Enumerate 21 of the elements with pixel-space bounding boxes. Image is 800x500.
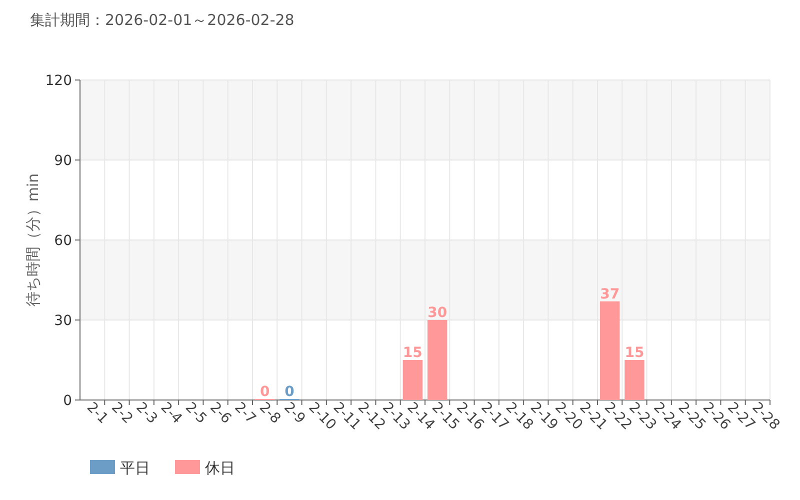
y-tick-label: 120 <box>45 73 72 89</box>
data-label: 0 <box>260 384 270 400</box>
chart-title: 集計期間：2026-02-01～2026-02-28 <box>30 11 294 29</box>
data-label: 0 <box>284 384 295 400</box>
y-tick-label: 60 <box>54 233 72 249</box>
x-tick-label: 2-9 <box>280 400 308 428</box>
data-label: 15 <box>624 345 644 361</box>
bar <box>402 360 423 400</box>
y-axis-title: 待ち時間（分）min <box>24 173 42 307</box>
bar <box>600 301 620 400</box>
y-tick-label: 0 <box>63 393 72 409</box>
data-label: 15 <box>402 345 422 361</box>
bar <box>624 360 644 400</box>
legend-label: 平日 <box>120 459 150 477</box>
bar <box>427 320 448 400</box>
legend-label: 休日 <box>205 459 235 477</box>
x-tick-label: 2-1 <box>83 400 111 428</box>
data-label: 37 <box>600 286 620 302</box>
y-tick-label: 90 <box>54 153 72 169</box>
y-tick-label: 30 <box>54 313 72 329</box>
data-label: 30 <box>428 305 448 321</box>
